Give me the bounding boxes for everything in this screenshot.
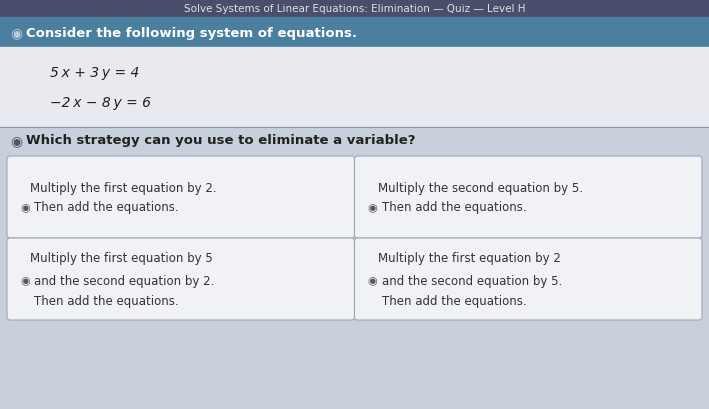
Bar xyxy=(0,0,709,18)
FancyBboxPatch shape xyxy=(7,157,354,238)
Text: Multiply the first equation by 5: Multiply the first equation by 5 xyxy=(30,252,213,265)
Bar xyxy=(0,128,709,154)
Text: Then add the equations.: Then add the equations. xyxy=(381,201,526,214)
Text: Multiply the first equation by 2: Multiply the first equation by 2 xyxy=(377,252,560,265)
Text: ◉: ◉ xyxy=(20,202,30,212)
Bar xyxy=(0,48,709,128)
Text: Then add the equations.: Then add the equations. xyxy=(381,294,526,307)
Text: Then add the equations.: Then add the equations. xyxy=(34,201,179,214)
Text: Which strategy can you use to eliminate a variable?: Which strategy can you use to eliminate … xyxy=(26,134,415,147)
Text: Multiply the first equation by 2.: Multiply the first equation by 2. xyxy=(30,181,217,194)
Text: ◉: ◉ xyxy=(10,134,22,148)
FancyBboxPatch shape xyxy=(7,238,354,320)
Text: −2 x − 8 y = 6: −2 x − 8 y = 6 xyxy=(50,96,151,110)
FancyBboxPatch shape xyxy=(354,238,702,320)
FancyBboxPatch shape xyxy=(354,157,702,238)
Text: ◉: ◉ xyxy=(10,26,22,40)
Text: ◉: ◉ xyxy=(367,202,377,212)
Text: ◉: ◉ xyxy=(20,276,30,286)
Text: 5 x + 3 y = 4: 5 x + 3 y = 4 xyxy=(50,66,140,80)
Text: and the second equation by 5.: and the second equation by 5. xyxy=(381,274,562,287)
Bar xyxy=(0,18,709,48)
Text: Multiply the second equation by 5.: Multiply the second equation by 5. xyxy=(377,181,583,194)
Text: Then add the equations.: Then add the equations. xyxy=(34,294,179,307)
Text: Consider the following system of equations.: Consider the following system of equatio… xyxy=(26,27,357,39)
Text: Solve Systems of Linear Equations: Elimination — Quiz — Level H: Solve Systems of Linear Equations: Elimi… xyxy=(184,4,525,14)
Text: and the second equation by 2.: and the second equation by 2. xyxy=(34,274,214,287)
Text: ◉: ◉ xyxy=(367,276,377,286)
